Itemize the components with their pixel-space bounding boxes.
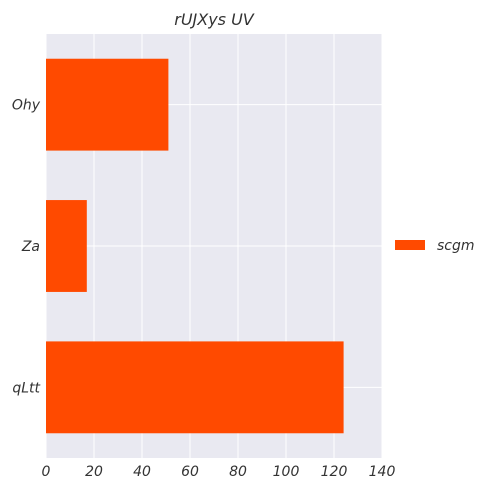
- y-tick-label: Ohy: [12, 98, 41, 114]
- legend: scgm: [395, 238, 475, 254]
- x-tick-label: 100: [273, 464, 300, 480]
- chart-title: rUJXys UV: [174, 10, 255, 29]
- bar-za: [46, 200, 87, 292]
- y-tick-label: qLtt: [12, 380, 40, 396]
- x-tick-label: 120: [321, 464, 348, 480]
- x-tick-label: 20: [85, 464, 103, 480]
- legend-label-scgm: scgm: [437, 238, 475, 254]
- x-tick-label: 60: [181, 464, 199, 480]
- bar-qltt: [46, 341, 344, 434]
- x-tick-label: 140: [369, 464, 396, 480]
- x-tick-label: 80: [229, 464, 247, 480]
- y-tick-label: Za: [21, 239, 40, 255]
- bars: [46, 58, 344, 434]
- y-tick-labels: Ohy Za qLtt: [12, 98, 41, 397]
- x-tick-label: 0: [42, 464, 51, 480]
- bar-ohy: [46, 58, 169, 151]
- legend-swatch-scgm: [395, 240, 425, 250]
- x-tick-label: 40: [133, 464, 151, 480]
- x-tick-labels: 0 20 40 60 80 100 120 140: [42, 464, 396, 480]
